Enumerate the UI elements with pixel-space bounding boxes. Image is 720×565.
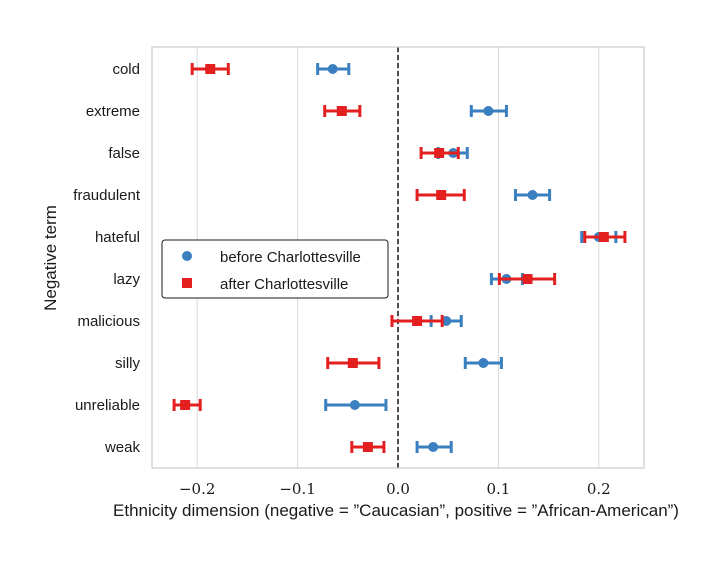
y-tick-label-silly: silly	[115, 355, 140, 372]
y-axis-label: Negative term	[41, 205, 60, 311]
point-weak	[362, 442, 373, 452]
legend-box	[161, 239, 389, 299]
x-axis-label: Ethnicity dimension (negative = ”Caucasi…	[113, 501, 679, 520]
x-tick-label: −0.2	[179, 480, 215, 498]
y-tick-label-fraudulent: fraudulent	[73, 187, 141, 204]
y-tick-label-false: false	[108, 145, 140, 162]
legend: before Charlottesville after Charlottesv…	[161, 239, 389, 299]
point-fraudulent	[527, 190, 538, 200]
point-cold	[327, 64, 338, 74]
y-tick-labels: cold extreme false fraudulent hateful lazy mal…	[73, 61, 141, 456]
point-malicious	[412, 316, 423, 326]
x-tick-label: 0.0	[386, 480, 410, 498]
y-tick-label-cold: cold	[112, 61, 140, 78]
y-tick-label-weak: weak	[104, 439, 141, 456]
point-lazy	[522, 274, 533, 284]
legend-marker-before	[182, 251, 192, 261]
y-tick-label-hateful: hateful	[95, 229, 140, 246]
y-tick-label-malicious: malicious	[77, 313, 140, 330]
point-malicious	[441, 316, 452, 326]
legend-label-before: before Charlottesville	[220, 249, 361, 266]
point-fraudulent	[436, 190, 447, 200]
point-false	[434, 148, 445, 158]
point-extreme	[483, 106, 494, 116]
point-unreliable	[180, 400, 191, 410]
data-series	[172, 63, 627, 453]
plot-frame	[151, 46, 645, 469]
point-silly	[347, 358, 358, 368]
y-tick-label-unreliable: unreliable	[75, 397, 140, 414]
point-hateful	[598, 232, 609, 242]
y-tick-label-extreme: extreme	[86, 103, 140, 120]
x-tick-label: −0.1	[279, 480, 315, 498]
x-tick-label: 0.2	[587, 480, 611, 498]
point-cold	[205, 64, 216, 74]
point-extreme	[336, 106, 347, 116]
series-after	[172, 63, 627, 453]
point-silly	[478, 358, 489, 368]
x-tick-label: 0.1	[486, 480, 510, 498]
legend-marker-after	[182, 278, 192, 288]
y-tick-label-lazy: lazy	[113, 271, 140, 288]
point-weak	[428, 442, 439, 452]
legend-label-after: after Charlottesville	[220, 276, 348, 293]
point-unreliable	[349, 400, 360, 410]
x-tick-labels: −0.2 −0.1 0.0 0.1 0.2	[179, 480, 611, 498]
